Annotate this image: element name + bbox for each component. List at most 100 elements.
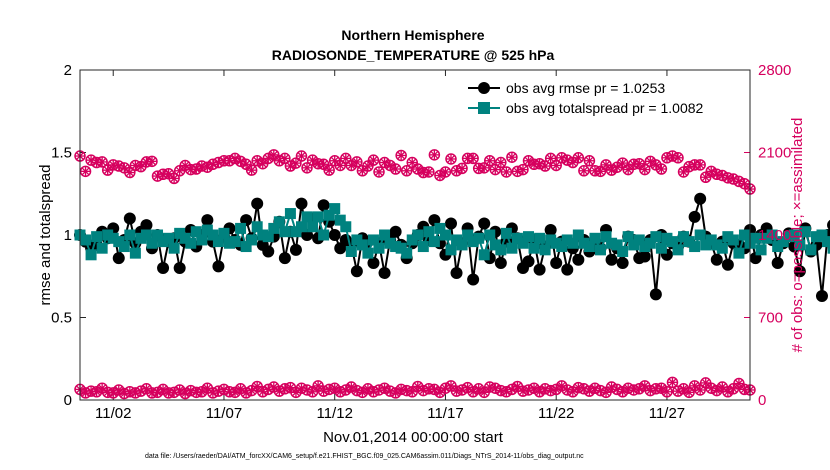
obs-assimilated-point — [252, 381, 262, 391]
spread-point — [124, 229, 136, 241]
obs-assimilated-point — [645, 156, 655, 166]
obs-assimilated-point — [269, 382, 279, 392]
rmse-point — [289, 243, 302, 256]
spread-point — [738, 229, 750, 241]
spread-point — [594, 244, 606, 256]
spread-point — [810, 231, 822, 243]
rmse-point — [201, 214, 214, 227]
obs-assimilated-point — [125, 387, 135, 397]
obs-assimilated-point — [601, 160, 611, 170]
obs-assimilated-point — [667, 377, 677, 387]
obs-assimilated-point — [81, 166, 91, 176]
spread-point — [678, 231, 690, 243]
rmse-point — [378, 266, 391, 279]
spread-point — [611, 239, 623, 251]
spread-point — [528, 242, 540, 254]
obs-possible-point — [495, 156, 507, 169]
obs-assimilated-series — [75, 150, 755, 194]
obs-possible-point — [666, 376, 679, 389]
tick-labels: 11/02 11/07 11/12 11/17 11/22 11/27 0 0.5 1 1.5 2 0… — [51, 62, 791, 422]
spread-point — [334, 214, 346, 226]
x-tick-label: 11/17 — [427, 405, 463, 422]
spread-series — [74, 203, 830, 261]
obs-assimilated-point — [391, 164, 401, 174]
rmse-point — [815, 290, 828, 303]
obs-assimilated-point — [180, 160, 190, 170]
rmse-point — [827, 219, 830, 231]
spread-point — [694, 229, 706, 241]
spread-point — [606, 237, 618, 249]
obs-assimilated-point — [701, 172, 711, 182]
y-right-tick-label: 2800 — [758, 62, 791, 79]
spread-point — [218, 227, 230, 239]
spread-point — [174, 227, 186, 239]
obs-assimilated-point — [225, 387, 235, 397]
y-tick-label: 0 — [64, 392, 72, 409]
obs-assimilated-point — [695, 385, 705, 395]
spread-point — [666, 236, 678, 248]
obs-assimilated-point — [108, 388, 118, 398]
obs-assimilated-point — [269, 150, 279, 160]
legend: obs avg rmse pr = 1.0253 obs avg totalsp… — [462, 78, 744, 122]
obs-assimilated-point — [263, 153, 273, 163]
y-right-tick-label: 0 — [758, 392, 766, 409]
spread-point — [788, 229, 800, 241]
spread-point — [727, 234, 739, 246]
obs-assimilated-point — [92, 387, 102, 397]
obs-possible-point — [400, 165, 413, 177]
obs-possible-point — [301, 162, 313, 174]
obs-assimilated-point — [130, 160, 140, 170]
obs-assimilated-point — [440, 167, 450, 177]
spread-point — [705, 234, 717, 246]
spread-point — [140, 229, 152, 241]
rmse-point — [688, 210, 701, 223]
obs-assimilated-point — [202, 162, 212, 172]
spread-point — [85, 249, 97, 261]
rmse-point — [450, 266, 463, 279]
obs-possible-point — [428, 149, 441, 161]
spread-point — [185, 237, 197, 249]
spread-point — [390, 241, 402, 253]
spread-point — [711, 239, 723, 251]
rmse-point — [350, 265, 363, 278]
spread-point — [113, 236, 125, 248]
obs-assimilated-point — [673, 153, 683, 163]
obs-assimilated-point — [357, 387, 367, 397]
spread-point — [401, 247, 413, 259]
spread-point — [550, 237, 562, 249]
spread-point — [168, 242, 180, 254]
spread-point — [102, 229, 114, 241]
obs-possible-point — [373, 166, 385, 178]
obs-assimilated-point — [684, 387, 694, 397]
rmse-point — [494, 257, 507, 270]
spread-point — [755, 244, 767, 256]
spread-point — [201, 224, 213, 236]
obs-assimilated-point — [175, 166, 185, 176]
obs-assimilated-point — [679, 384, 689, 394]
spread-point — [157, 236, 169, 248]
obs-assimilated-point — [551, 160, 561, 170]
obs-assimilated-point — [291, 387, 301, 397]
obs-assimilated-point — [573, 383, 583, 393]
obs-possible-point — [124, 166, 136, 179]
obs-assimilated-point — [651, 160, 661, 170]
legend-rmse-marker — [478, 82, 490, 94]
obs-assimilated-point — [479, 387, 489, 397]
obs-assimilated-point — [457, 163, 467, 173]
obs-assimilated-point — [125, 168, 135, 178]
obs-assimilated-point — [452, 386, 462, 396]
plot-frame — [79, 69, 751, 401]
obs-assimilated-point — [507, 152, 517, 162]
obs-assimilated-point — [258, 159, 268, 169]
spread-point — [434, 222, 446, 234]
rmse-point — [649, 288, 662, 301]
obs-assimilated-point — [374, 167, 384, 177]
obs-assimilated-point — [573, 153, 583, 163]
obs-assimilated-point — [402, 386, 412, 396]
spread-point — [301, 211, 313, 223]
obs-assimilated-point — [546, 153, 556, 163]
obs-assimilated-point — [407, 158, 417, 168]
spread-point — [129, 247, 141, 259]
obs-assimilated-point — [324, 384, 334, 394]
